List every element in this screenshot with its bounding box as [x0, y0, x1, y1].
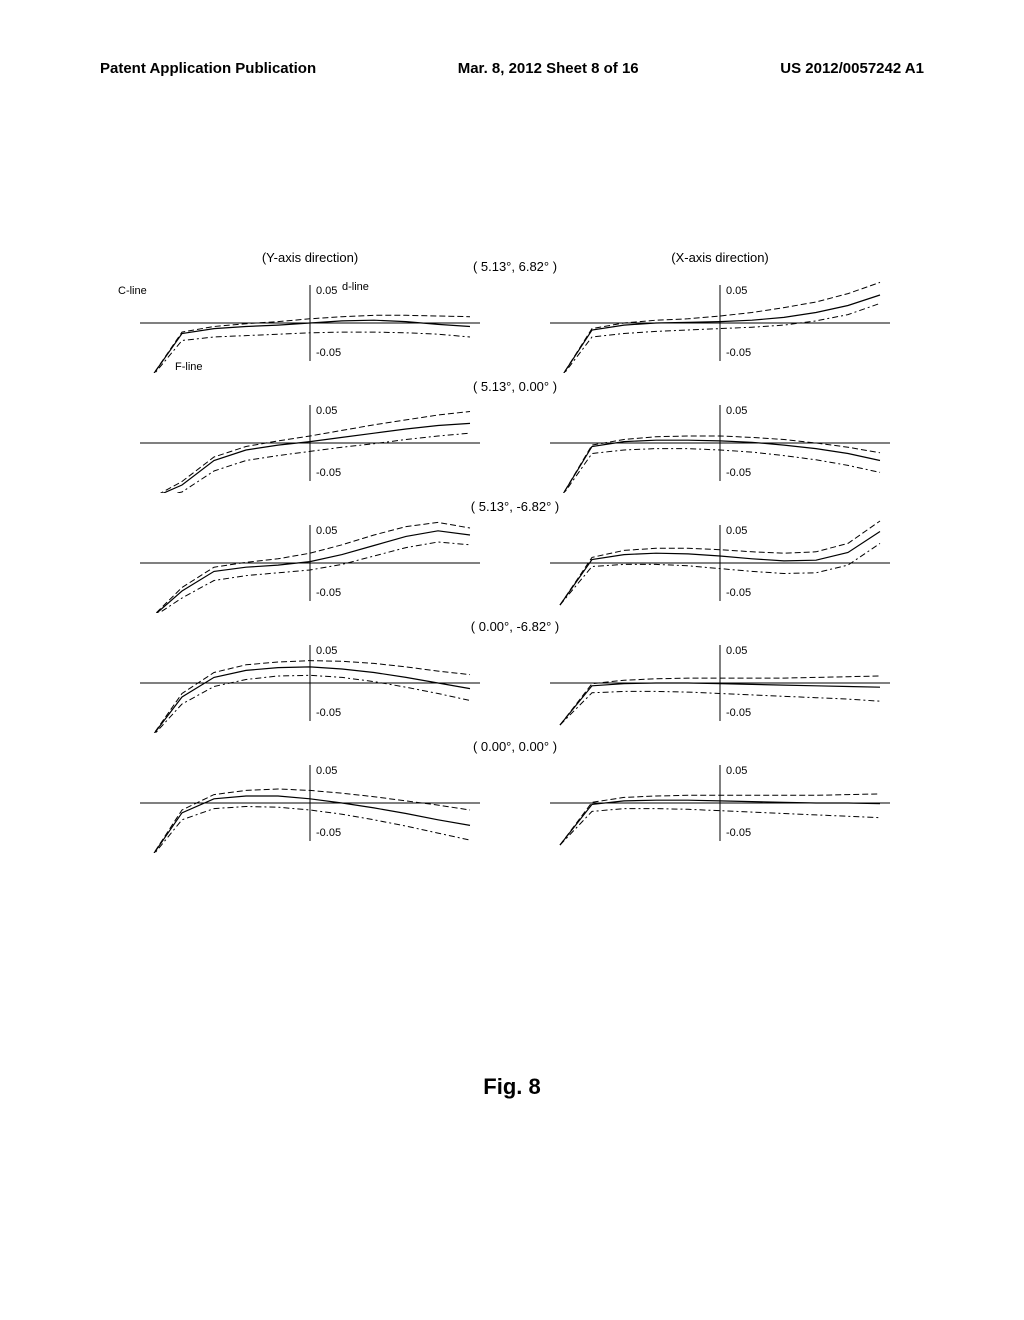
aberration-plot: 0.05 -0.05	[550, 633, 890, 733]
aberration-plot: 0.05 -0.05	[550, 273, 890, 373]
aberration-plot: 0.05 -0.05	[550, 393, 890, 493]
plot-row: ( 0.00°, -6.82° )0.05-0.050.05-0.05	[140, 633, 890, 733]
header-right: US 2012/0057242 A1	[780, 60, 924, 77]
plots-container: ( 5.13°, 6.82° )0.05-0.05C-lined-lineF-l…	[140, 273, 890, 853]
row-angle-label: ( 0.00°, -6.82° )	[140, 619, 890, 634]
ytick-top: 0.05	[316, 405, 337, 417]
ytick-bottom: -0.05	[316, 587, 341, 599]
aberration-plot: 0.05 -0.05	[140, 513, 480, 613]
ytick-top: 0.05	[726, 645, 747, 657]
ytick-bottom: -0.05	[726, 587, 751, 599]
ytick-bottom: -0.05	[726, 707, 751, 719]
ytick-top: 0.05	[726, 285, 747, 297]
row-angle-label: ( 0.00°, 0.00° )	[140, 739, 890, 754]
ytick-bottom: -0.05	[726, 347, 751, 359]
c-line-label: C-line	[118, 285, 147, 297]
ytick-top: 0.05	[726, 765, 747, 777]
ytick-bottom: -0.05	[316, 467, 341, 479]
ytick-bottom: -0.05	[316, 827, 341, 839]
aberration-plot: 0.05 -0.05	[140, 633, 480, 733]
ytick-top: 0.05	[316, 525, 337, 537]
ytick-top: 0.05	[316, 285, 337, 297]
f-line-label: F-line	[175, 361, 203, 373]
ytick-bottom: -0.05	[316, 347, 341, 359]
aberration-plot: 0.05 -0.05	[550, 753, 890, 853]
ytick-top: 0.05	[726, 525, 747, 537]
plot-row: ( 5.13°, 6.82° )0.05-0.05C-lined-lineF-l…	[140, 273, 890, 373]
plot-row: ( 0.00°, 0.00° )0.05-0.050.05-0.05	[140, 753, 890, 853]
row-angle-label: ( 5.13°, -6.82° )	[140, 499, 890, 514]
ytick-top: 0.05	[316, 765, 337, 777]
ytick-bottom: -0.05	[726, 827, 751, 839]
plot-row: ( 5.13°, 0.00° )0.05-0.050.05-0.05	[140, 393, 890, 493]
aberration-plot: 0.05-0.05C-lined-lineF-line	[140, 273, 480, 373]
figure-caption: Fig. 8	[0, 1074, 1024, 1100]
page-header: Patent Application Publication Mar. 8, 2…	[0, 60, 1024, 77]
figure-content: (Y-axis direction) (X-axis direction) ( …	[140, 250, 890, 873]
d-line-label: d-line	[342, 281, 369, 293]
aberration-plot: 0.05 -0.05	[550, 513, 890, 613]
ytick-bottom: -0.05	[316, 707, 341, 719]
aberration-plot: 0.05 -0.05	[140, 393, 480, 493]
ytick-bottom: -0.05	[726, 467, 751, 479]
plot-row: ( 5.13°, -6.82° )0.05-0.050.05-0.05	[140, 513, 890, 613]
ytick-top: 0.05	[726, 405, 747, 417]
header-center: Mar. 8, 2012 Sheet 8 of 16	[458, 60, 639, 77]
header-left: Patent Application Publication	[100, 60, 316, 77]
row-angle-label: ( 5.13°, 0.00° )	[140, 379, 890, 394]
row-angle-label: ( 5.13°, 6.82° )	[140, 259, 890, 274]
ytick-top: 0.05	[316, 645, 337, 657]
aberration-plot: 0.05 -0.05	[140, 753, 480, 853]
